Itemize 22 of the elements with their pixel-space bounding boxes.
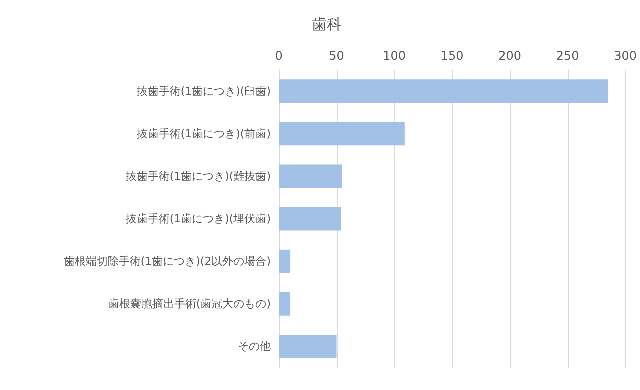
y-tick-label: 抜歯手術(1歯につき)(前歯) <box>136 127 271 140</box>
x-tick-label: 0 <box>275 49 283 63</box>
y-tick-label: 歯根嚢胞摘出手術(歯冠大のもの) <box>108 298 271 311</box>
y-tick-label: その他 <box>238 340 271 354</box>
y-tick-label: 抜歯手術(1歯につき)(埋伏歯) <box>126 212 271 226</box>
bar <box>279 250 291 274</box>
x-tick-label: 100 <box>383 49 406 63</box>
y-tick-label: 抜歯手術(1歯につき)(難抜歯) <box>126 170 271 183</box>
bar <box>279 335 337 358</box>
bar <box>279 292 291 316</box>
bar <box>279 207 342 231</box>
chart-title: 歯科 <box>312 16 342 34</box>
x-tick-label: 300 <box>614 49 637 63</box>
bar <box>279 80 608 103</box>
bar <box>279 164 343 188</box>
y-tick-label: 歯根端切除手術(1歯につき)(2以外の場合) <box>64 255 271 268</box>
x-tick-label: 150 <box>440 49 464 63</box>
x-tick-label: 250 <box>556 49 580 63</box>
y-tick-label: 抜歯手術(1歯につき)(臼歯) <box>136 84 271 98</box>
bar <box>279 122 405 146</box>
x-tick-label: 50 <box>329 49 344 63</box>
x-tick-label: 200 <box>498 49 522 63</box>
